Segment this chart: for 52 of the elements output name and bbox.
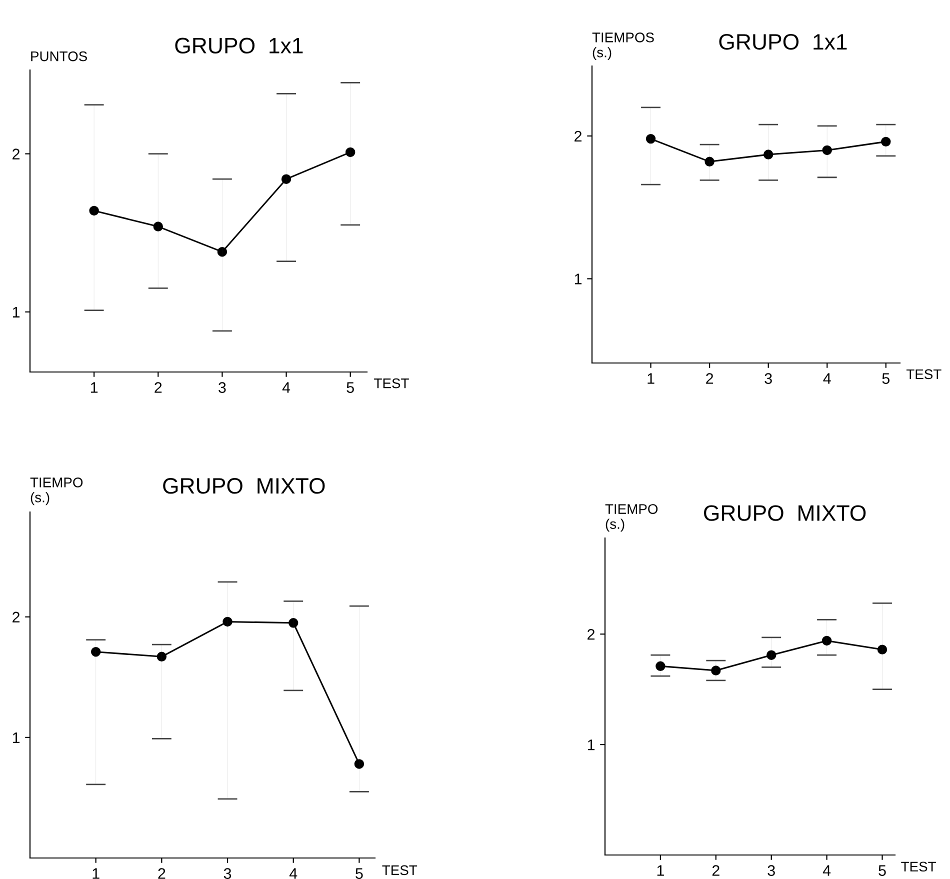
x-tick-label: 2	[706, 373, 714, 384]
point	[766, 650, 776, 660]
x-tick-label: 2	[154, 382, 162, 393]
x-tick-label: 1	[92, 868, 100, 879]
y-tick-label: 2	[12, 148, 20, 160]
point	[90, 646, 101, 657]
point	[763, 150, 774, 160]
x-tick-label: 1	[648, 373, 654, 384]
x-tick-label: 2	[712, 865, 720, 876]
x-axis-title: TEST	[901, 862, 936, 872]
chart-title: GRUPO MIXTO	[163, 478, 325, 494]
x-axis-title: TEST	[906, 369, 942, 380]
point	[156, 652, 167, 662]
chart-title: GRUPO 1x1	[719, 34, 847, 50]
point	[217, 246, 228, 257]
y-axis-title: TIEMPO (s.)	[30, 478, 83, 506]
point	[354, 759, 364, 769]
y-tick-label: 1	[12, 306, 20, 318]
x-tick-label: 3	[218, 382, 226, 393]
point	[345, 147, 356, 158]
chart-title: GRUPO MIXTO	[704, 505, 866, 521]
y-tick-label: 2	[12, 612, 20, 622]
x-tick-label: 1	[90, 382, 98, 393]
x-tick-label: 5	[356, 868, 363, 879]
y-axis-title: TIEMPOS (s.)	[592, 32, 654, 60]
y-tick-label: 1	[12, 732, 20, 743]
point	[822, 145, 832, 156]
x-tick-label: 5	[346, 382, 354, 393]
x-tick-label: 4	[289, 868, 298, 879]
point	[877, 644, 888, 654]
point	[822, 636, 832, 646]
x-tick-label: 3	[764, 373, 772, 384]
x-tick-label: 2	[158, 868, 166, 879]
x-tick-label: 4	[282, 382, 290, 393]
x-axis-title: TEST	[374, 378, 409, 388]
point	[281, 174, 292, 184]
x-tick-label: 5	[882, 373, 890, 384]
x-tick-label: 5	[878, 865, 886, 876]
point	[153, 222, 163, 232]
x-tick-label: 4	[822, 865, 831, 876]
x-tick-label: 4	[823, 373, 831, 384]
x-tick-label: 1	[657, 865, 664, 876]
point	[646, 134, 656, 144]
x-tick-label: 3	[224, 868, 232, 879]
point	[711, 666, 721, 676]
y-axis-title: PUNTOS	[31, 51, 87, 62]
point	[881, 136, 891, 147]
x-axis-title: TEST	[382, 865, 418, 876]
point	[288, 618, 298, 628]
chart-title: GRUPO 1x1	[175, 38, 303, 54]
y-axis-title: TIEMPO (s.)	[605, 504, 658, 532]
x-tick-label: 3	[768, 865, 775, 876]
